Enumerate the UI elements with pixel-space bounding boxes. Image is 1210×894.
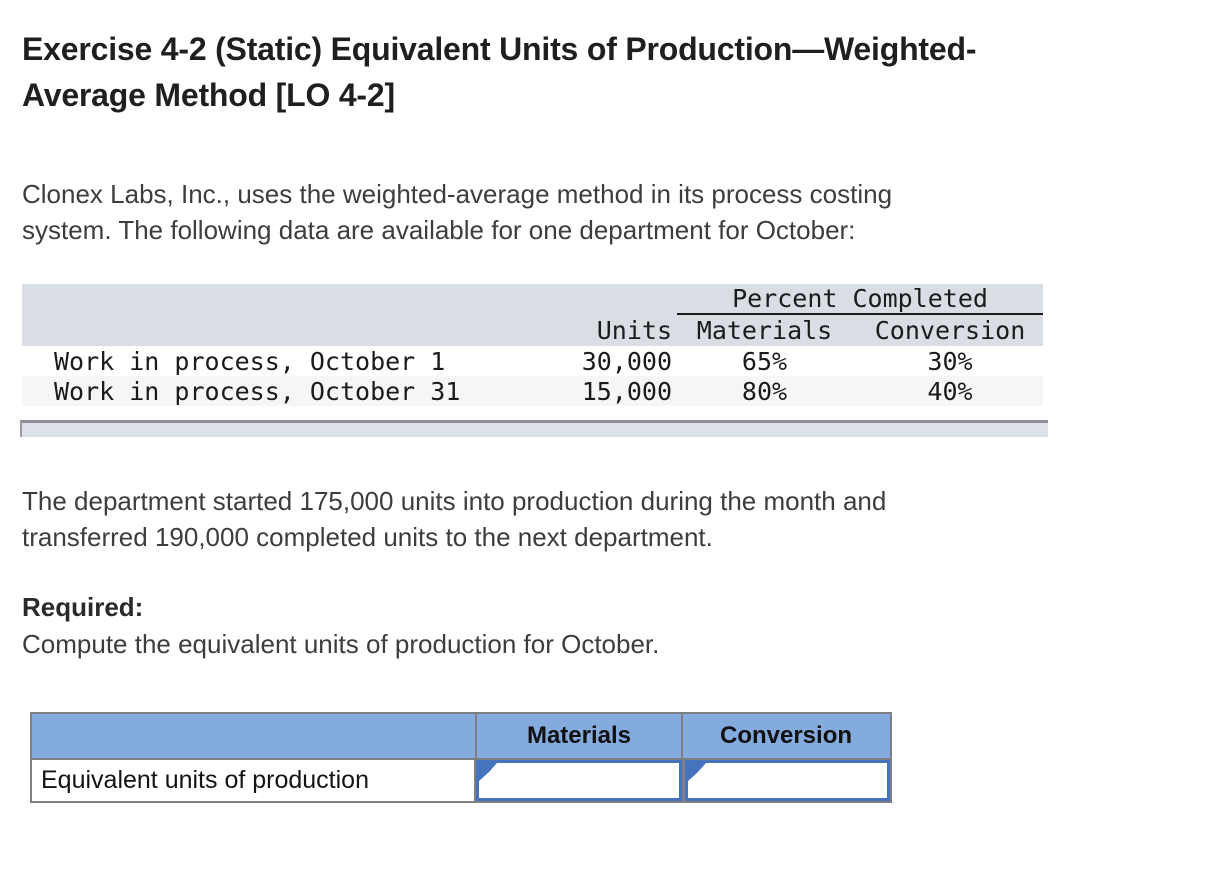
input-flag-icon — [478, 763, 497, 781]
table-row-wip-october-1: Work in process, October 1 30,000 65% 30… — [22, 346, 1043, 376]
required-label: Required: — [22, 592, 144, 622]
page-title-line1: Exercise 4-2 (Static) Equivalent Units o… — [22, 31, 977, 67]
table-row-wip-october-31: Work in process, October 31 15,000 80% 4… — [22, 376, 1043, 406]
page-title: Exercise 4-2 (Static) Equivalent Units o… — [22, 26, 976, 118]
conversion-input[interactable] — [684, 760, 891, 801]
materials-input[interactable] — [475, 760, 682, 801]
body-paragraph: The department started 175,000 units int… — [22, 483, 886, 555]
percent-completed-header: Percent Completed — [677, 284, 1043, 315]
materials-input-cell — [475, 760, 682, 801]
materials-percent: 65% — [741, 346, 788, 376]
intro-line2: system. The following data are available… — [22, 215, 856, 245]
materials-column-header: Materials — [696, 316, 833, 345]
body-line1: The department started 175,000 units int… — [22, 486, 887, 516]
intro-line1: Clonex Labs, Inc., uses the weighted-ave… — [22, 179, 893, 209]
answer-cell-divider — [681, 760, 685, 801]
answer-table-header: Materials Conversion — [32, 714, 890, 758]
conversion-column-header: Conversion — [874, 316, 1026, 345]
row-label: Work in process, October 1 — [54, 346, 446, 376]
units-value: 15,000 — [581, 376, 672, 406]
materials-percent: 80% — [741, 376, 788, 406]
answer-table: Materials Conversion Equivalent units of… — [30, 712, 892, 803]
conversion-percent: 40% — [927, 376, 973, 406]
percent-completed-group-row: Percent Completed — [22, 284, 1043, 315]
answer-header-conversion: Conversion — [719, 722, 853, 749]
wip-data-table: Percent Completed Units Materials Conver… — [22, 284, 1043, 406]
units-column-header: Units — [596, 316, 672, 345]
conversion-input-cell — [684, 760, 891, 801]
answer-row-label: Equivalent units of production — [32, 760, 476, 801]
wip-table-header: Percent Completed Units Materials Conver… — [22, 284, 1043, 346]
table-horizontal-scrollbar[interactable] — [20, 420, 1048, 437]
page-title-line2: Average Method [LO 4-2] — [22, 77, 395, 113]
units-value: 30,000 — [581, 346, 672, 376]
conversion-percent: 30% — [927, 346, 973, 376]
body-line2: transferred 190,000 completed units to t… — [22, 522, 713, 552]
column-header-row: Units Materials Conversion — [22, 315, 1043, 346]
answer-header-empty-cell — [32, 714, 477, 758]
row-label: Work in process, October 31 — [54, 376, 461, 406]
required-instruction: Compute the equivalent units of producti… — [22, 629, 660, 659]
intro-paragraph: Clonex Labs, Inc., uses the weighted-ave… — [22, 176, 892, 248]
answer-table-row: Equivalent units of production — [32, 758, 891, 801]
answer-header-materials: Materials — [477, 714, 683, 758]
input-flag-icon — [687, 763, 706, 781]
